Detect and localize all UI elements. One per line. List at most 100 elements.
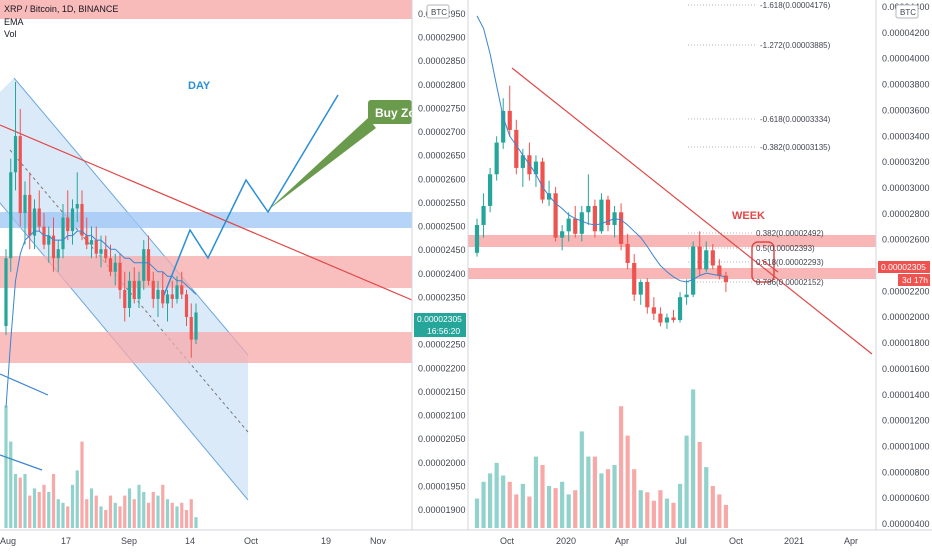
candle-body (579, 212, 584, 234)
volume-bar (605, 469, 611, 528)
candle-body (156, 289, 160, 299)
candle-body (605, 199, 611, 225)
week-trend-tick (761, 259, 779, 273)
volume-bar (691, 389, 696, 528)
left-drawings: Buy Zo DAY (0, 0, 416, 501)
right-drawings: WEEK -1.618(0.00004176) -1.272(0.00003885… (468, 1, 876, 355)
left-currency-badge[interactable] (426, 4, 450, 19)
y-tick-label: 0.00002850 (418, 56, 466, 66)
y-tick-label: 0.00002600 (882, 235, 930, 245)
fib-label: 0.786(0.00002152) (756, 278, 824, 287)
fib-label: -0.618(0.00003334) (760, 115, 831, 124)
candle-body (184, 294, 189, 318)
candle-body (108, 258, 113, 272)
left-volume-bars (4, 405, 198, 528)
volume-bar (85, 499, 89, 528)
volume-bar (651, 500, 656, 528)
candle-body (70, 208, 75, 232)
left-downtrend-line (0, 124, 413, 301)
candle-body (586, 205, 591, 213)
y-tick-label: 0.00003400 (882, 131, 930, 141)
candle-body (61, 217, 65, 250)
y-tick-label: 0.00002400 (418, 269, 466, 279)
y-tick-label: 0.00002000 (418, 458, 466, 468)
right-price-text: 0.00002305 (881, 262, 926, 272)
candle-body (645, 281, 650, 308)
week-support-zone (468, 268, 876, 279)
x-tick-label: Oct (729, 536, 744, 546)
candle-body (89, 240, 94, 245)
candle-body (619, 212, 624, 244)
left-ema-line (5, 230, 197, 408)
candle-body (37, 208, 41, 227)
right-ema-line (476, 15, 726, 283)
candle-body (123, 289, 127, 308)
volume-bar (586, 456, 591, 528)
y-tick-label: 0.00001400 (882, 390, 930, 400)
volume-bar (677, 483, 683, 528)
volume-bar (671, 502, 676, 528)
volume-bar (194, 517, 198, 528)
right-candles (474, 85, 728, 329)
volume-bar (42, 484, 46, 528)
left-price-badge (414, 313, 466, 325)
volume-bar (146, 502, 151, 528)
y-tick-label: 0.00002250 (418, 340, 466, 350)
candle-body (474, 224, 480, 253)
candle-body (99, 249, 103, 254)
buy-zone-label: Buy Zo (375, 106, 416, 120)
candle-body (664, 317, 670, 323)
volume-bar (533, 456, 539, 528)
candle-body (180, 285, 184, 295)
indicator-vol-label[interactable]: Vol (4, 29, 17, 39)
left-x-ticks: Aug 17 Sep 14 Oct 19 Nov (0, 536, 386, 546)
volume-bar (175, 506, 179, 528)
y-tick-label: 0.00001900 (418, 505, 466, 515)
red-zone-lower (0, 332, 412, 363)
y-tick-label: 0.00002650 (418, 151, 466, 161)
y-tick-label: 0.00000400 (882, 519, 930, 529)
y-tick-label: 0.00001200 (882, 416, 930, 426)
volume-bar (527, 496, 532, 528)
candle-body (9, 172, 13, 259)
left-price-axis[interactable] (412, 0, 468, 550)
right-volume-bars (474, 389, 728, 528)
volume-bar (566, 494, 571, 528)
y-tick-label: 0.00000600 (882, 493, 930, 503)
volume-bar (99, 506, 103, 528)
right-currency-badge[interactable] (895, 4, 919, 19)
volume-bar (573, 490, 578, 528)
volume-bar (47, 492, 51, 528)
top-resistance-zone (0, 0, 412, 19)
y-tick-label: 0.00002900 (418, 33, 466, 43)
candle-body (194, 312, 198, 340)
volume-bar (156, 495, 160, 528)
volume-bar (28, 495, 32, 528)
volume-bar (664, 498, 670, 528)
candle-body (507, 110, 512, 130)
indicator-ema-label[interactable]: EMA (4, 17, 24, 27)
y-tick-label: 0.00002800 (882, 209, 930, 219)
y-tick-label: 0.00002800 (418, 80, 466, 90)
right-countdown-text: 3d 17h (902, 275, 928, 285)
candle-body (75, 203, 79, 209)
y-tick-label: 0.00001950 (418, 481, 466, 491)
fib-label: 0.618(0.00002293) (756, 258, 824, 267)
candle-body (118, 262, 122, 290)
volume-bar (638, 490, 643, 528)
y-tick-label: 0.00004200 (882, 28, 930, 38)
fib-levels: -1.618(0.00004176) -1.272(0.00003885) -0.6… (688, 1, 831, 287)
y-tick-label: 0.00002200 (418, 363, 466, 373)
time-axis[interactable] (0, 530, 932, 550)
candle-body (671, 317, 676, 320)
candle-body (104, 249, 108, 259)
candle-body (599, 199, 604, 232)
y-tick-label: 0.00002500 (418, 222, 466, 232)
candle-body (161, 289, 165, 304)
left-y-ticks: 0.000029500.000029000.000028500.00002800… (418, 9, 466, 515)
y-tick-label: 0.00000800 (882, 467, 930, 477)
candle-body (710, 250, 715, 266)
y-tick-label: 0.00001600 (882, 364, 930, 374)
